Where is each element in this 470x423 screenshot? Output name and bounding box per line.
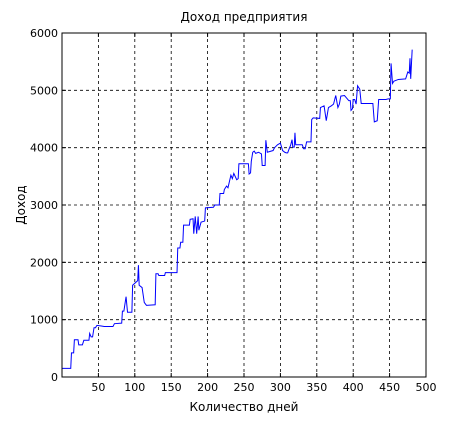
y-axis-label: Доход <box>14 185 28 224</box>
x-tick-label: 250 <box>234 381 255 394</box>
x-tick-label: 350 <box>306 381 327 394</box>
y-tick-label: 3000 <box>30 199 58 212</box>
x-axis-label: Количество дней <box>190 400 299 414</box>
x-tick-label: 500 <box>416 381 437 394</box>
y-tick-label: 6000 <box>30 27 58 40</box>
y-tick-label: 5000 <box>30 84 58 97</box>
x-tick-label: 50 <box>91 381 105 394</box>
x-tick-label: 300 <box>270 381 291 394</box>
series-line <box>62 49 413 369</box>
series-line-group <box>62 49 413 369</box>
x-tick-label: 150 <box>161 381 182 394</box>
x-tick-label: 200 <box>197 381 218 394</box>
x-tick-label: 400 <box>343 381 364 394</box>
gridlines <box>62 33 427 377</box>
x-tick-label: 100 <box>124 381 145 394</box>
y-tick-label: 2000 <box>30 256 58 269</box>
y-tick-label: 4000 <box>30 142 58 155</box>
chart-title: Доход предприятия <box>181 10 308 24</box>
x-tick-label: 450 <box>379 381 400 394</box>
y-tick-label: 0 <box>51 371 58 384</box>
y-tick-label: 1000 <box>30 314 58 327</box>
axis-ticks: 50 100 150 200 250 300 350 400 450 50001000200030… <box>30 27 437 394</box>
